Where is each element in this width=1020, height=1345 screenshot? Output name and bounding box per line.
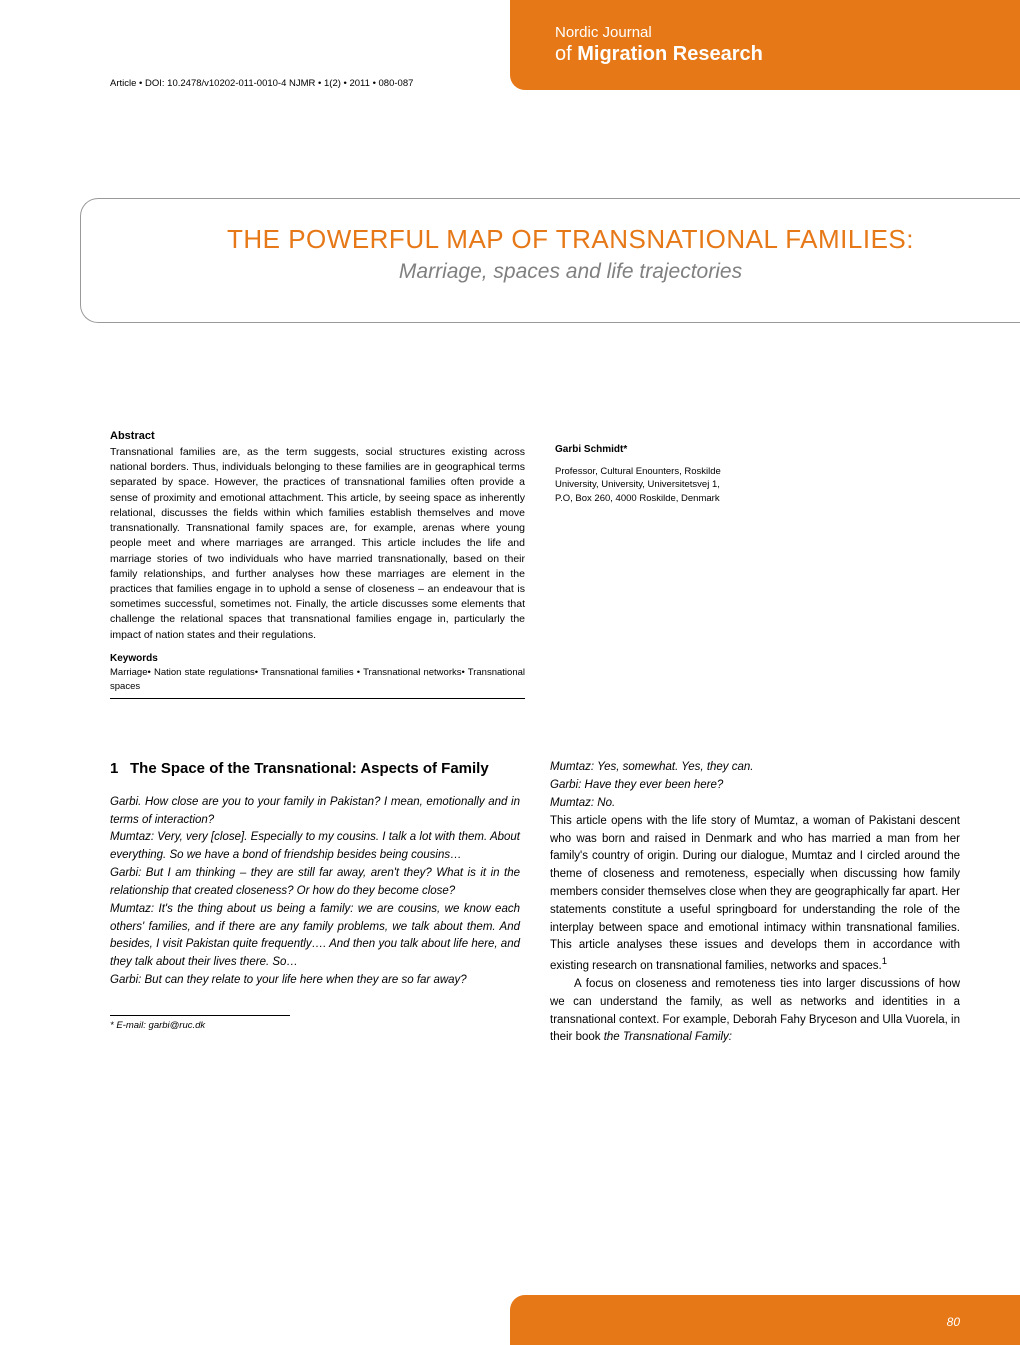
- left-column: 1The Space of the Transnational: Aspects…: [110, 759, 520, 1047]
- author-column: Garbi Schmidt* Professor, Cultural Enoun…: [555, 430, 955, 699]
- title-container: THE POWERFUL MAP OF TRANSNATIONAL FAMILI…: [80, 198, 1020, 323]
- section-number: 1: [110, 759, 130, 779]
- right-column-text: Mumtaz: Yes, somewhat. Yes, they can. Ga…: [550, 759, 960, 1047]
- article-title-main: THE POWERFUL MAP OF TRANSNATIONAL FAMILI…: [151, 224, 990, 255]
- journal-header-banner: Nordic Journal of Migration Research: [510, 0, 1020, 90]
- footnote-divider: [110, 1015, 290, 1016]
- abstract-column: Abstract Transnational families are, as …: [110, 430, 525, 699]
- dialogue-line: Mumtaz: Yes, somewhat. Yes, they can.: [550, 759, 960, 777]
- journal-name: Nordic Journal of Migration Research: [555, 24, 763, 66]
- dialogue-text: Garbi. How close are you to your family …: [110, 794, 520, 990]
- dialogue-line: Mumtaz: It's the thing about us being a …: [110, 901, 520, 972]
- right-column: Mumtaz: Yes, somewhat. Yes, they can. Ga…: [550, 759, 960, 1047]
- content-area: Abstract Transnational families are, as …: [110, 430, 960, 1047]
- dialogue-line: Garbi: Have they ever been here?: [550, 777, 960, 795]
- keywords-text: Marriage• Nation state regulations• Tran…: [110, 666, 525, 700]
- dialogue-line: Garbi: But can they relate to your life …: [110, 972, 520, 990]
- body-paragraph: A focus on closeness and remoteness ties…: [550, 976, 960, 1047]
- article-title-subtitle: Marriage, spaces and life trajectories: [151, 260, 990, 284]
- abstract-heading: Abstract: [110, 430, 525, 442]
- dialogue-line: Mumtaz: No.: [550, 795, 960, 813]
- keywords-heading: Keywords: [110, 653, 525, 664]
- author-name: Garbi Schmidt*: [555, 444, 955, 455]
- footer-banner: 80: [510, 1295, 1020, 1345]
- dialogue-line: Garbi: But I am thinking – they are stil…: [110, 865, 520, 901]
- journal-name-line1: Nordic Journal: [555, 24, 763, 42]
- dialogue-line: Mumtaz: Very, very [close]. Especially t…: [110, 829, 520, 865]
- abstract-section: Abstract Transnational families are, as …: [110, 430, 960, 699]
- journal-name-line2: of Migration Research: [555, 42, 763, 66]
- page-number: 80: [947, 1315, 960, 1329]
- dialogue-line: Garbi. How close are you to your family …: [110, 794, 520, 830]
- section-1-heading: 1The Space of the Transnational: Aspects…: [110, 759, 520, 779]
- body-section: 1The Space of the Transnational: Aspects…: [110, 759, 960, 1047]
- abstract-text: Transnational families are, as the term …: [110, 445, 525, 643]
- footnote-text: * E-mail: garbi@ruc.dk: [110, 1020, 520, 1031]
- body-paragraph: This article opens with the life story o…: [550, 813, 960, 976]
- author-affiliation: Professor, Cultural Enounters, Roskilde …: [555, 465, 740, 505]
- article-metadata: Article • DOI: 10.2478/v10202-011-0010-4…: [110, 78, 413, 89]
